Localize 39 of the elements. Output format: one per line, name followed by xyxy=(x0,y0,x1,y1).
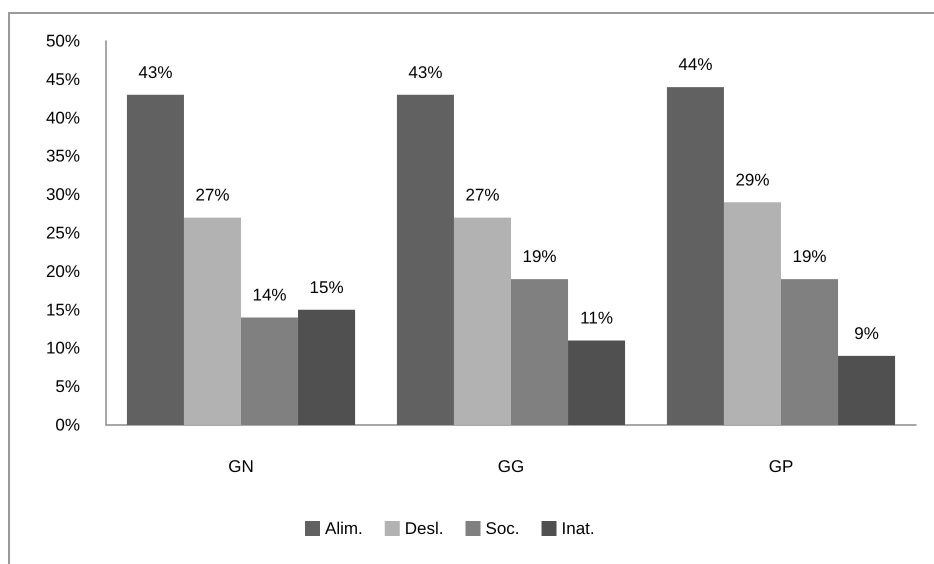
bar xyxy=(666,87,724,425)
legend-label: Alim. xyxy=(325,519,363,538)
data-label: 14% xyxy=(252,285,287,304)
x-tick-label: GG xyxy=(498,457,524,476)
y-tick-label: 15% xyxy=(46,300,80,320)
y-tick-label: 5% xyxy=(55,377,80,396)
data-label: 43% xyxy=(408,62,442,82)
bar xyxy=(838,356,896,425)
data-label: 44% xyxy=(678,55,712,74)
y-tick-label: 20% xyxy=(46,262,80,281)
bar xyxy=(724,202,781,425)
bar xyxy=(454,218,511,425)
data-label: 15% xyxy=(310,278,344,297)
y-tick-label: 25% xyxy=(46,224,80,242)
y-tick-label: 30% xyxy=(46,185,80,204)
data-label: 27% xyxy=(195,186,230,205)
y-tick-label: 40% xyxy=(46,108,80,128)
y-tick-label: 10% xyxy=(46,338,80,358)
bar xyxy=(298,310,356,425)
legend-label: Inat. xyxy=(562,519,595,538)
data-label: 9% xyxy=(854,324,879,343)
data-label: 43% xyxy=(138,62,172,82)
legend-label: Desl. xyxy=(404,519,444,538)
data-label: 29% xyxy=(735,170,770,190)
x-tick-label: GN xyxy=(228,457,254,476)
y-tick-label: 0% xyxy=(55,416,80,434)
data-label: 19% xyxy=(792,247,827,266)
bar xyxy=(396,94,454,425)
data-label: 19% xyxy=(522,247,557,266)
legend-label: Soc. xyxy=(486,519,520,538)
data-label: 11% xyxy=(580,308,613,328)
x-tick-label: GP xyxy=(768,457,794,476)
y-tick-label: 50% xyxy=(46,32,80,50)
y-tick-label: 45% xyxy=(46,70,80,89)
bar xyxy=(184,218,241,425)
bar xyxy=(568,340,626,425)
bar xyxy=(126,94,184,425)
data-label: 27% xyxy=(465,186,500,205)
y-tick-label: 35% xyxy=(46,146,80,166)
